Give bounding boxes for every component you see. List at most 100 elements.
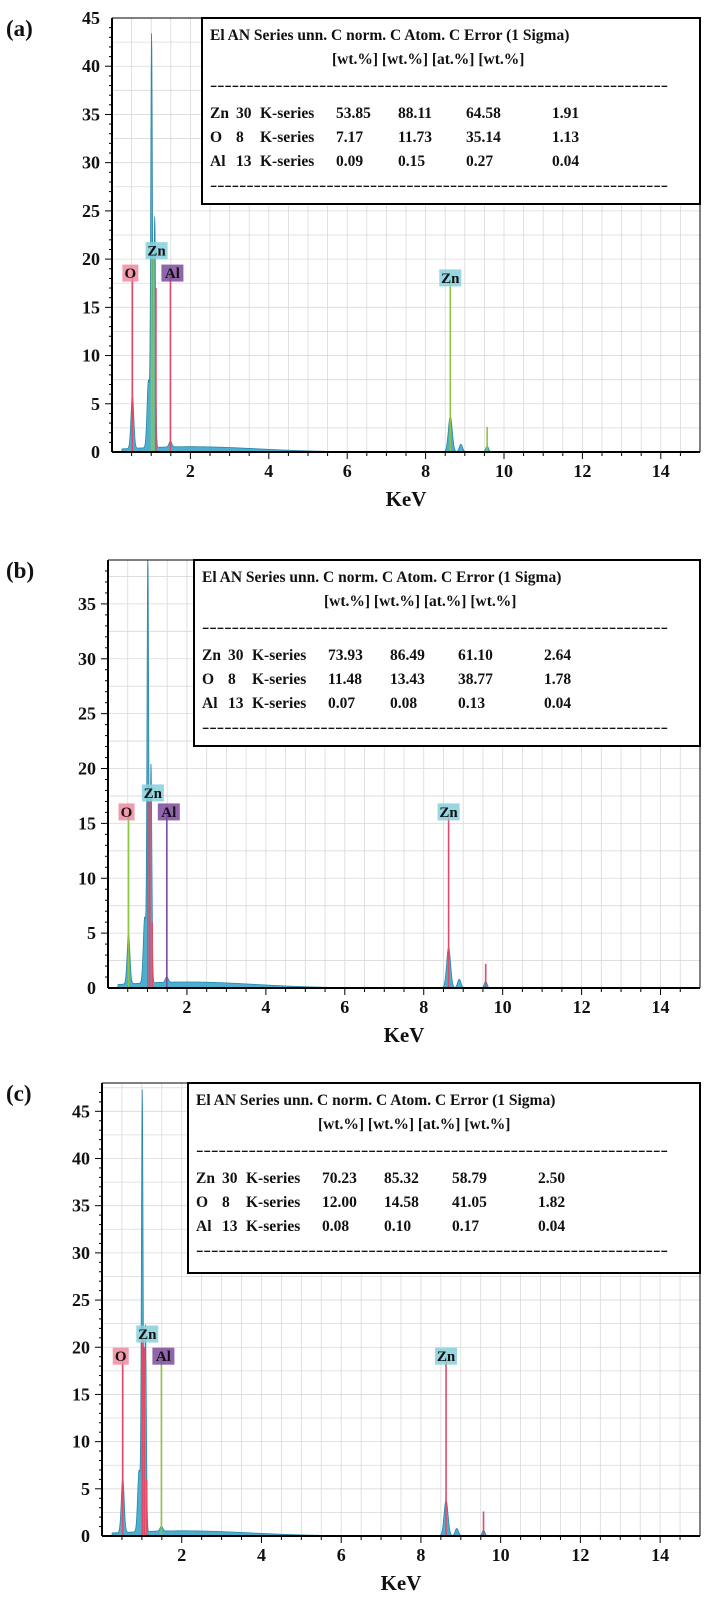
y-tick-label: 40 [72, 1149, 90, 1169]
table-row-zn: Zn 30 K-series 73.93 86.49 61.10 2.64 [202, 647, 571, 664]
y-tick-label: 20 [78, 759, 96, 779]
element-tag-box [136, 1325, 159, 1343]
element-tag-box [112, 1347, 129, 1365]
table-cell-el: O [202, 671, 214, 688]
y-tick-label: 0 [91, 442, 100, 462]
table-cell-norm: 0.15 [398, 153, 425, 170]
x-tick-label: 14 [652, 461, 670, 481]
table-cell-atom: 38.77 [458, 671, 493, 688]
table-cell-el: Al [202, 695, 218, 712]
element-tag-box [435, 1347, 458, 1365]
table-row-zn: Zn 30 K-series 53.85 88.11 64.58 1.91 [210, 105, 579, 122]
table-cell-unn: 12.00 [322, 1194, 357, 1211]
table-cell-el: Zn [210, 105, 229, 122]
table-cell-an: 30 [236, 105, 252, 122]
y-tick-label: 10 [72, 1432, 90, 1452]
y-tick-label: 25 [72, 1290, 90, 1310]
table-header-row-1: El AN Series unn. C norm. C Atom. C Erro… [196, 1092, 555, 1109]
x-tick-label: 12 [571, 1545, 589, 1565]
y-tick-label: 30 [82, 153, 100, 173]
table-cell-err: 0.04 [544, 695, 571, 712]
table-cell-atom: 0.17 [452, 1218, 479, 1235]
spectrum-panel-c: O Zn Al Zn 2 4 6 8 10 12 14 0 5 10 15 20 25 30 35 40 45 KeV (c… [6, 1081, 701, 1595]
x-tick-label: 10 [492, 1545, 510, 1565]
panel-label: (c) [6, 1081, 32, 1106]
table-divider: ----------------------------------------… [202, 619, 668, 636]
table-cell-unn: 70.23 [322, 1170, 357, 1187]
table-cell-norm: 11.73 [398, 129, 432, 146]
y-tick-label: 0 [81, 1526, 90, 1546]
table-header-row-1: El AN Series unn. C norm. C Atom. C Erro… [202, 569, 561, 586]
table-divider: ----------------------------------------… [210, 77, 668, 94]
table-cell-unn: 0.08 [322, 1218, 349, 1235]
x-tick-label: 12 [573, 461, 591, 481]
x-tick-label: 10 [494, 997, 512, 1017]
y-tick-label: 5 [87, 923, 96, 943]
x-tick-label: 14 [652, 997, 670, 1017]
panel-label: (a) [6, 16, 33, 41]
table-cell-err: 2.64 [544, 647, 571, 664]
table-cell-unn: 11.48 [328, 671, 362, 688]
x-tick-label: 2 [182, 997, 191, 1017]
table-divider-bottom: ----------------------------------------… [202, 719, 668, 736]
y-tick-label: 35 [78, 594, 96, 614]
table-cell-an: 13 [222, 1218, 238, 1235]
x-tick-label: 4 [261, 997, 270, 1017]
table-cell-el: Zn [202, 647, 221, 664]
y-tick-label: 25 [78, 704, 96, 724]
table-cell-unn: 7.17 [336, 129, 363, 146]
table-cell-norm: 0.08 [390, 695, 417, 712]
table-cell-unn: 53.85 [336, 105, 371, 122]
table-cell-norm: 13.43 [390, 671, 425, 688]
table-cell-unn: 73.93 [328, 647, 363, 664]
element-tag-label: O [121, 805, 133, 821]
table-cell-norm: 14.58 [384, 1194, 419, 1211]
element-tag-label: Al [161, 805, 176, 821]
y-tick-label: 10 [82, 346, 100, 366]
y-tick-label: 15 [82, 297, 100, 317]
table-cell-el: Zn [196, 1170, 215, 1187]
y-tick-label: 40 [82, 56, 100, 76]
table-cell-an: 8 [228, 671, 236, 688]
element-tag-label: Zn [138, 1327, 157, 1343]
element-tag-label: Al [156, 1349, 171, 1365]
table-cell-atom: 41.05 [452, 1194, 487, 1211]
y-tick-label: 5 [81, 1479, 90, 1499]
x-tick-label: 6 [343, 461, 352, 481]
table-header-row-1: El AN Series unn. C norm. C Atom. C Erro… [210, 27, 569, 44]
y-tick-label: 15 [78, 813, 96, 833]
element-tag-box [145, 242, 168, 260]
element-tag-label: Al [165, 266, 180, 282]
y-tick-label: 45 [72, 1101, 90, 1121]
table-divider-bottom: ----------------------------------------… [196, 1242, 668, 1259]
table-cell-atom: 35.14 [466, 129, 501, 146]
table-cell-norm: 85.32 [384, 1170, 419, 1187]
table-cell-series: K-series [260, 129, 314, 146]
table-cell-err: 1.91 [552, 105, 579, 122]
spectrum-panel-b: O Zn Al Zn 2 4 6 8 10 12 14 0 5 10 15 20 25 30 35 KeV (b) El … [6, 558, 701, 1047]
table-row-al: Al 13 K-series 0.07 0.08 0.13 0.04 [202, 695, 571, 712]
table-cell-atom: 61.10 [458, 647, 493, 664]
element-tag-box [161, 264, 184, 282]
element-tag-box [122, 264, 139, 282]
table-cell-el: O [210, 129, 222, 146]
table-row-zn: Zn 30 K-series 70.23 85.32 58.79 2.50 [196, 1170, 565, 1187]
table-row-o: O 8 K-series 11.48 13.43 38.77 1.78 [202, 671, 571, 688]
table-cell-el: Al [210, 153, 226, 170]
table-header-row-2: [wt.%] [wt.%] [at.%] [wt.%] [324, 593, 516, 610]
y-tick-label: 20 [72, 1337, 90, 1357]
table-cell-series: K-series [252, 695, 306, 712]
table-header-row-2: [wt.%] [wt.%] [at.%] [wt.%] [318, 1116, 510, 1133]
table-cell-series: K-series [246, 1194, 300, 1211]
table-cell-series: K-series [260, 105, 314, 122]
table-cell-el: O [196, 1194, 208, 1211]
quant-table-box [201, 17, 701, 205]
x-tick-label: 10 [495, 461, 513, 481]
table-cell-atom: 58.79 [452, 1170, 487, 1187]
table-cell-an: 8 [236, 129, 244, 146]
table-cell-series: K-series [252, 647, 306, 664]
element-tag-label: Zn [437, 1349, 456, 1365]
table-row-al: Al 13 K-series 0.08 0.10 0.17 0.04 [196, 1218, 565, 1235]
table-cell-norm: 0.10 [384, 1218, 411, 1235]
